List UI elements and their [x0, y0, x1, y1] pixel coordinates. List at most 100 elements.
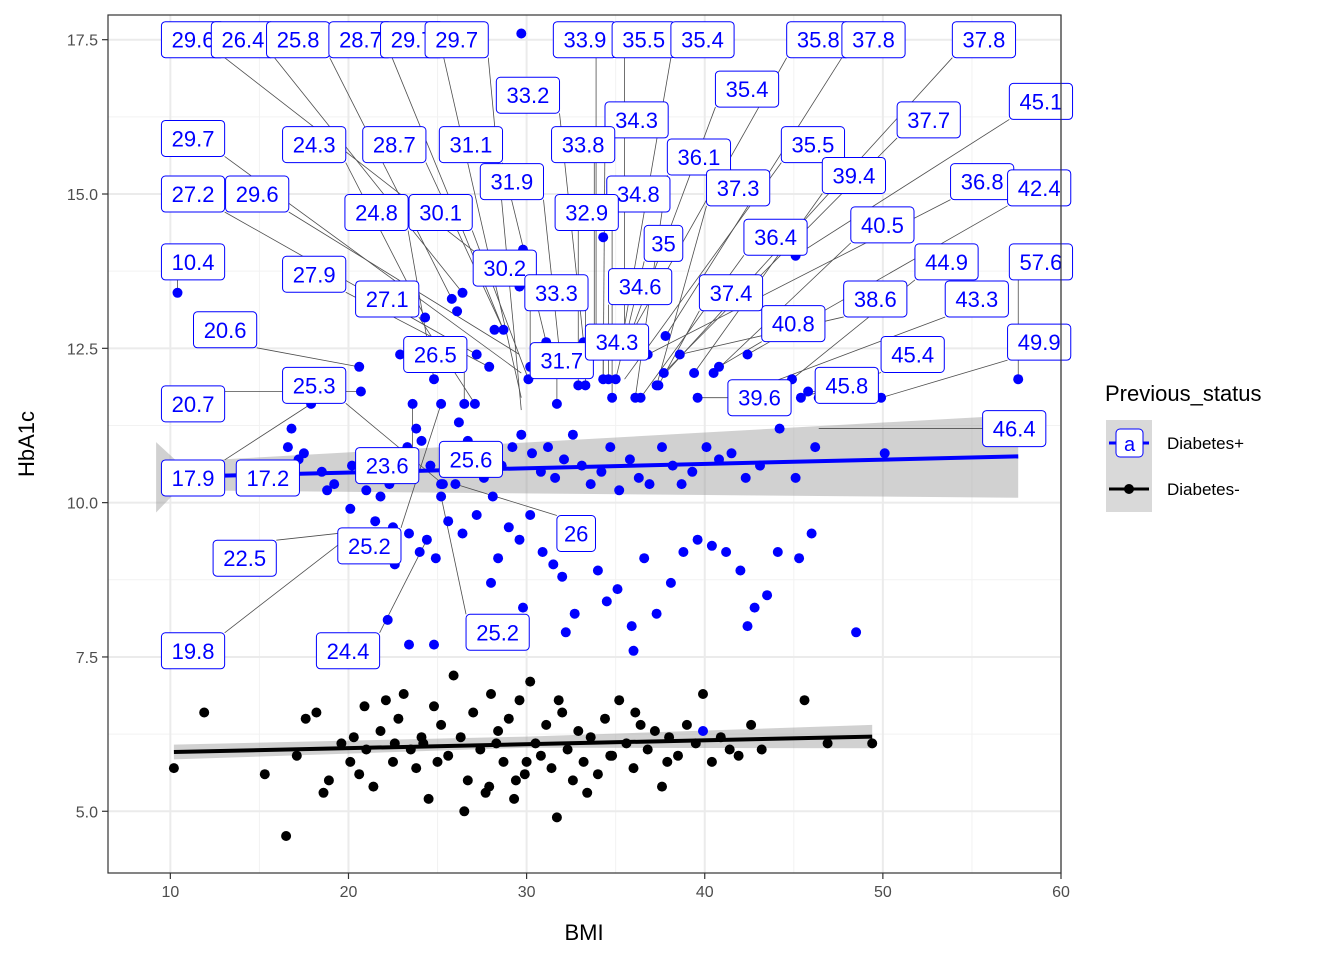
point-label: 29.6 [236, 182, 279, 207]
label-box [479, 163, 544, 201]
point-label: 37.7 [907, 108, 950, 133]
data-point [630, 707, 641, 718]
label-box [160, 459, 226, 497]
data-point [318, 787, 329, 798]
data-point [484, 781, 495, 792]
data-point [370, 516, 381, 527]
data-point [516, 28, 527, 39]
data-point [605, 750, 616, 761]
label-leader [763, 316, 946, 386]
data-point [436, 491, 447, 502]
data-point [726, 448, 737, 459]
point-label: 26.5 [414, 342, 457, 367]
data-point [551, 398, 562, 409]
label-box [355, 447, 420, 485]
trend-line [173, 734, 873, 755]
data-point [657, 442, 667, 453]
label-box [951, 21, 1017, 59]
point-labels: 29.6 26.4 25.8 28.7 29.7 29.7 33.9 35.5 35.4 35.8… [160, 21, 1074, 670]
data-point [527, 448, 537, 459]
data-point [662, 756, 673, 767]
x-tick-label: 20 [340, 884, 358, 901]
data-point [345, 503, 356, 514]
data-point [681, 719, 692, 730]
data-point [537, 547, 548, 557]
label-box [160, 243, 226, 281]
point-label: 25.6 [450, 447, 493, 472]
label-box [643, 224, 684, 262]
label-leader [224, 539, 346, 634]
data-point [644, 479, 655, 490]
data-point [749, 602, 760, 613]
data-point [567, 429, 578, 440]
point-label: 33.3 [535, 281, 578, 306]
data-point [692, 392, 703, 403]
y-axis-title: HbA1c [14, 411, 39, 477]
data-point [493, 726, 504, 736]
confidence-band [156, 415, 1019, 513]
label-box [896, 101, 961, 139]
data-point [687, 466, 698, 477]
y-tick-label: 7.5 [76, 650, 98, 667]
data-point [459, 806, 470, 817]
label-leader [795, 119, 1010, 257]
data-point [794, 553, 805, 564]
y-tick-label: 12.5 [67, 341, 98, 358]
point-label: 29.7 [172, 126, 215, 151]
data-point [510, 775, 521, 786]
data-point [698, 726, 708, 736]
data-point [414, 547, 425, 557]
label-box [606, 175, 671, 213]
data-point [626, 621, 637, 632]
data-point [706, 756, 717, 767]
data-point [582, 787, 593, 798]
point-label: 35.4 [726, 77, 769, 102]
y-axis-ticks: 5.0 7.5 10.0 12.5 15.0 17.5 [67, 33, 108, 821]
data-point [199, 707, 210, 718]
data-point [614, 695, 625, 706]
data-point [557, 571, 568, 582]
data-point [605, 442, 616, 453]
data-point [443, 750, 454, 761]
data-point [509, 793, 520, 804]
point-label: 25.2 [348, 534, 391, 559]
label-box [282, 126, 347, 164]
x-tick-label: 60 [1052, 884, 1070, 901]
point-label: 35.5 [622, 28, 665, 53]
y-tick-label: 10.0 [67, 496, 98, 513]
data-point [407, 398, 418, 409]
data-point [560, 627, 571, 638]
point-label: 20.7 [172, 392, 215, 417]
data-point [585, 479, 596, 490]
point-label: 39.6 [738, 386, 781, 411]
label-box [472, 249, 537, 287]
data-point [421, 534, 432, 545]
point-label: 25.2 [476, 620, 519, 645]
data-point [810, 442, 821, 453]
point-label: 43.3 [955, 287, 998, 312]
data-point [489, 324, 500, 335]
data-point [404, 639, 414, 650]
data-point [548, 559, 559, 570]
label-box [780, 126, 846, 164]
label-box [193, 311, 258, 349]
data-point [573, 380, 584, 391]
label-box [880, 335, 945, 373]
data-point [345, 756, 356, 767]
point-label: 22.5 [223, 546, 266, 571]
label-box [160, 385, 226, 423]
data-point [772, 547, 783, 557]
x-tick-label: 30 [518, 884, 536, 901]
data-point [354, 769, 365, 780]
x-tick-label: 10 [161, 884, 179, 901]
point-label: 34.3 [596, 330, 639, 355]
data-point [535, 750, 546, 761]
data-point [416, 732, 427, 743]
label-leader [455, 483, 558, 516]
data-point [368, 781, 379, 792]
data-point [291, 750, 302, 761]
point-label: 19.8 [172, 639, 215, 664]
data-point [469, 398, 480, 409]
label-leader [256, 347, 360, 368]
